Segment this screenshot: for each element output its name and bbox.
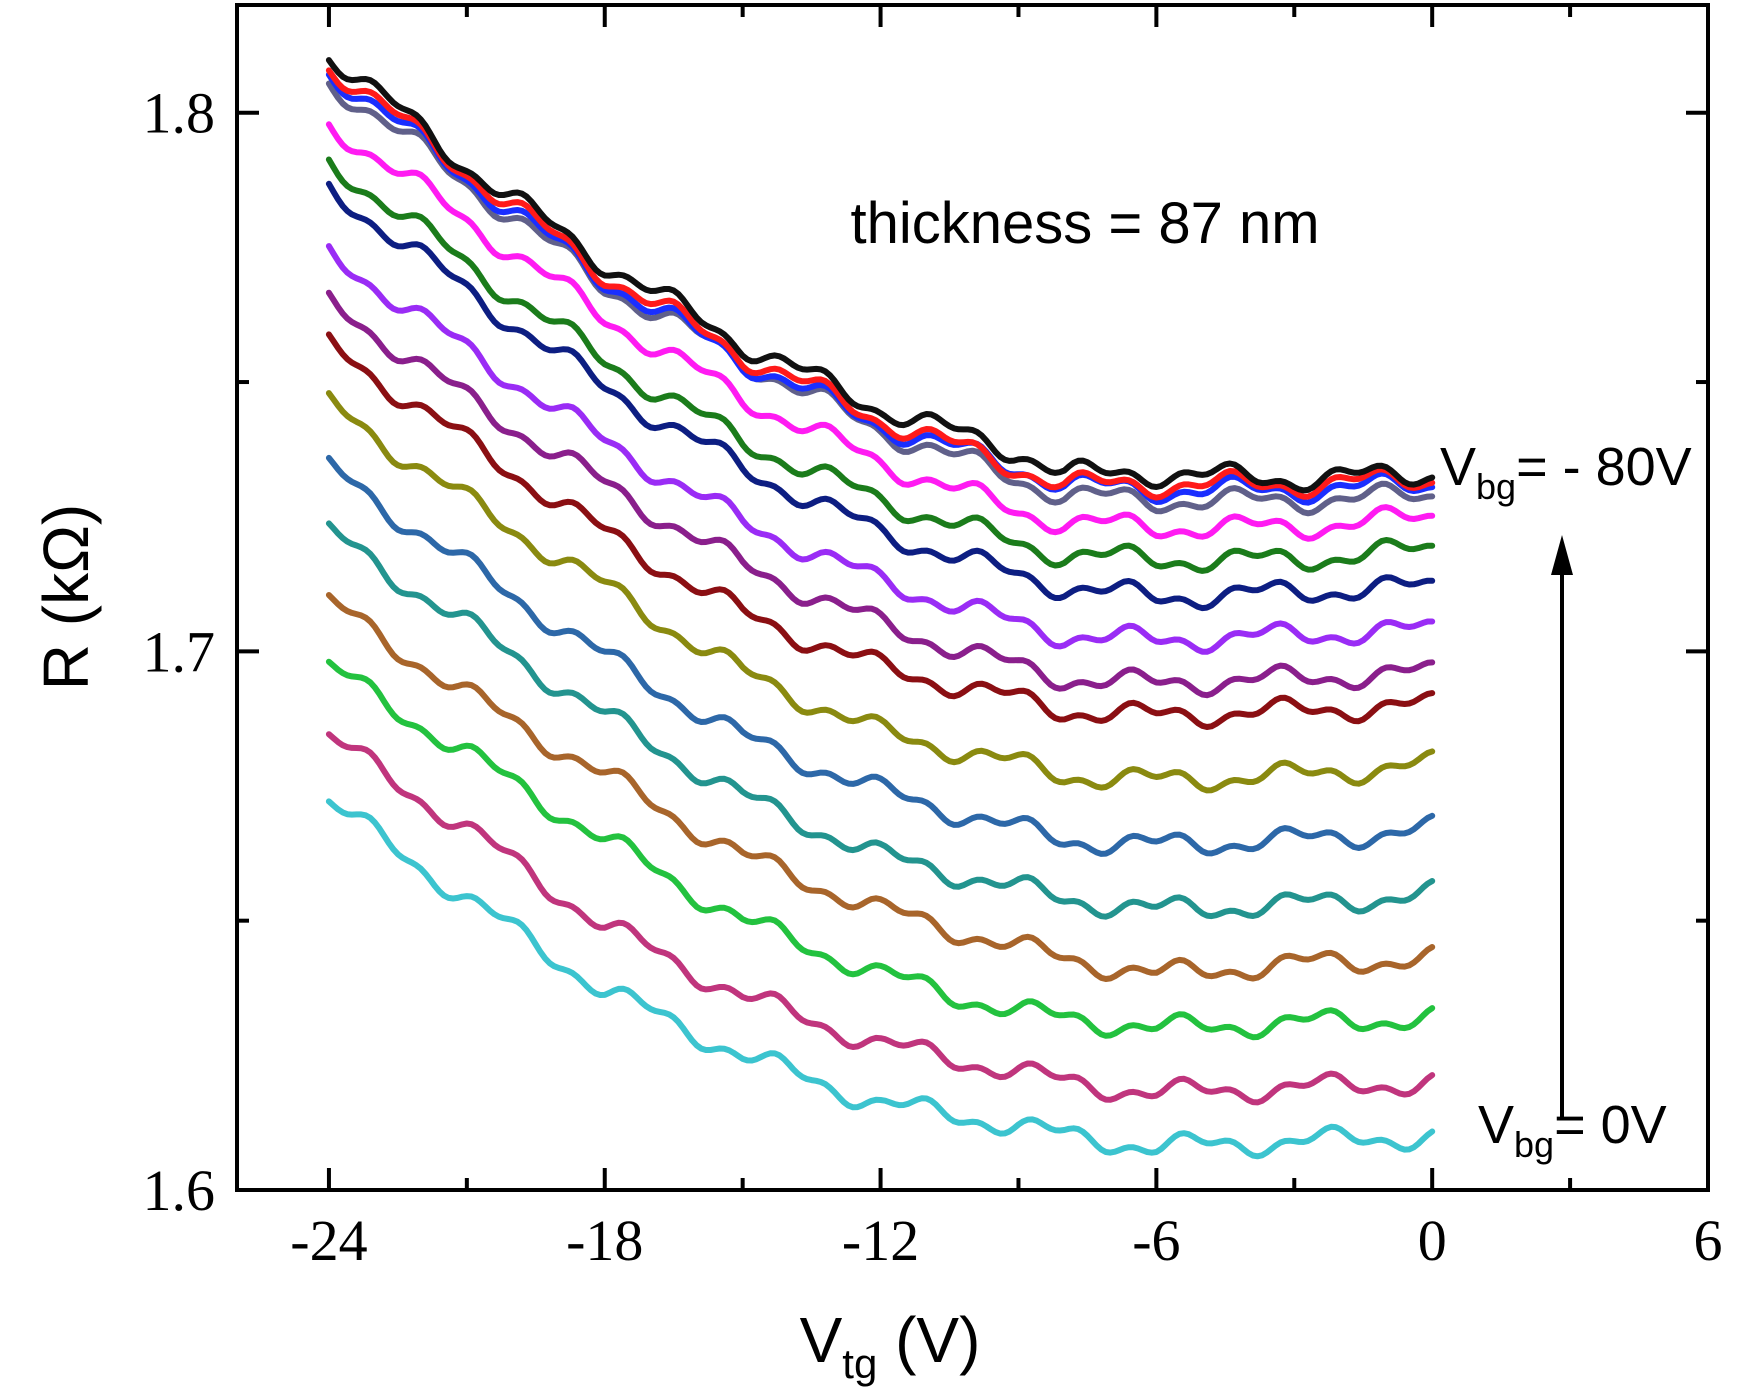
y-tick-label: 1.8 bbox=[143, 81, 216, 146]
series-line bbox=[325, 331, 1436, 730]
x-axis-label-main: V bbox=[800, 1304, 843, 1376]
series-line bbox=[325, 67, 1436, 501]
series-line bbox=[325, 731, 1436, 1106]
plot-frame bbox=[235, 3, 1710, 1192]
series-line bbox=[325, 243, 1436, 655]
x-axis-label: Vtg (V) bbox=[800, 1304, 981, 1387]
x-tick-label: 6 bbox=[1694, 1208, 1723, 1273]
series-line bbox=[325, 121, 1436, 542]
label-vbg-top-sub: bg bbox=[1476, 466, 1516, 507]
label-vbg-bottom-sub: bg bbox=[1514, 1124, 1554, 1165]
y-tick-labels: 1.6 1.7 1.8 bbox=[143, 81, 216, 1223]
series-line bbox=[325, 658, 1436, 1041]
arrow-up bbox=[1551, 535, 1573, 1120]
arrow-head bbox=[1551, 535, 1573, 575]
series-line bbox=[325, 592, 1436, 982]
y-tick-label: 1.6 bbox=[143, 1158, 216, 1223]
x-axis-label-sub: tg bbox=[842, 1340, 877, 1387]
label-vbg-top-main: V bbox=[1440, 437, 1476, 497]
series-line bbox=[325, 57, 1436, 494]
x-tick-label: -18 bbox=[566, 1208, 643, 1273]
y-axis-label: R (kΩ) bbox=[30, 504, 102, 690]
label-vbg-top: Vbg= - 80V bbox=[1440, 437, 1692, 507]
thickness-annotation: thickness = 87 nm bbox=[850, 191, 1319, 256]
x-tick-label: 0 bbox=[1418, 1208, 1447, 1273]
x-tick-label: -12 bbox=[842, 1208, 919, 1273]
series-line bbox=[325, 798, 1436, 1160]
series-line bbox=[325, 156, 1436, 574]
label-vbg-bottom: Vbg= 0V bbox=[1478, 1095, 1667, 1165]
x-axis-label-unit: (V) bbox=[877, 1304, 980, 1376]
x-tick-label: -24 bbox=[290, 1208, 367, 1273]
series-line bbox=[325, 180, 1436, 612]
label-vbg-bottom-rest: = 0V bbox=[1554, 1095, 1667, 1155]
label-vbg-bottom-main: V bbox=[1478, 1095, 1514, 1155]
series-line bbox=[325, 390, 1436, 794]
series-line bbox=[325, 71, 1436, 506]
x-tick-labels: -24 -18 -12 -6 0 6 bbox=[290, 1208, 1722, 1273]
series-line bbox=[325, 520, 1436, 920]
x-tick-label: -6 bbox=[1132, 1208, 1180, 1273]
series-line bbox=[325, 289, 1436, 699]
y-tick-label: 1.7 bbox=[143, 619, 216, 684]
label-vbg-top-rest: = - 80V bbox=[1516, 437, 1692, 497]
series-line bbox=[325, 454, 1436, 857]
series-group bbox=[325, 57, 1436, 1160]
